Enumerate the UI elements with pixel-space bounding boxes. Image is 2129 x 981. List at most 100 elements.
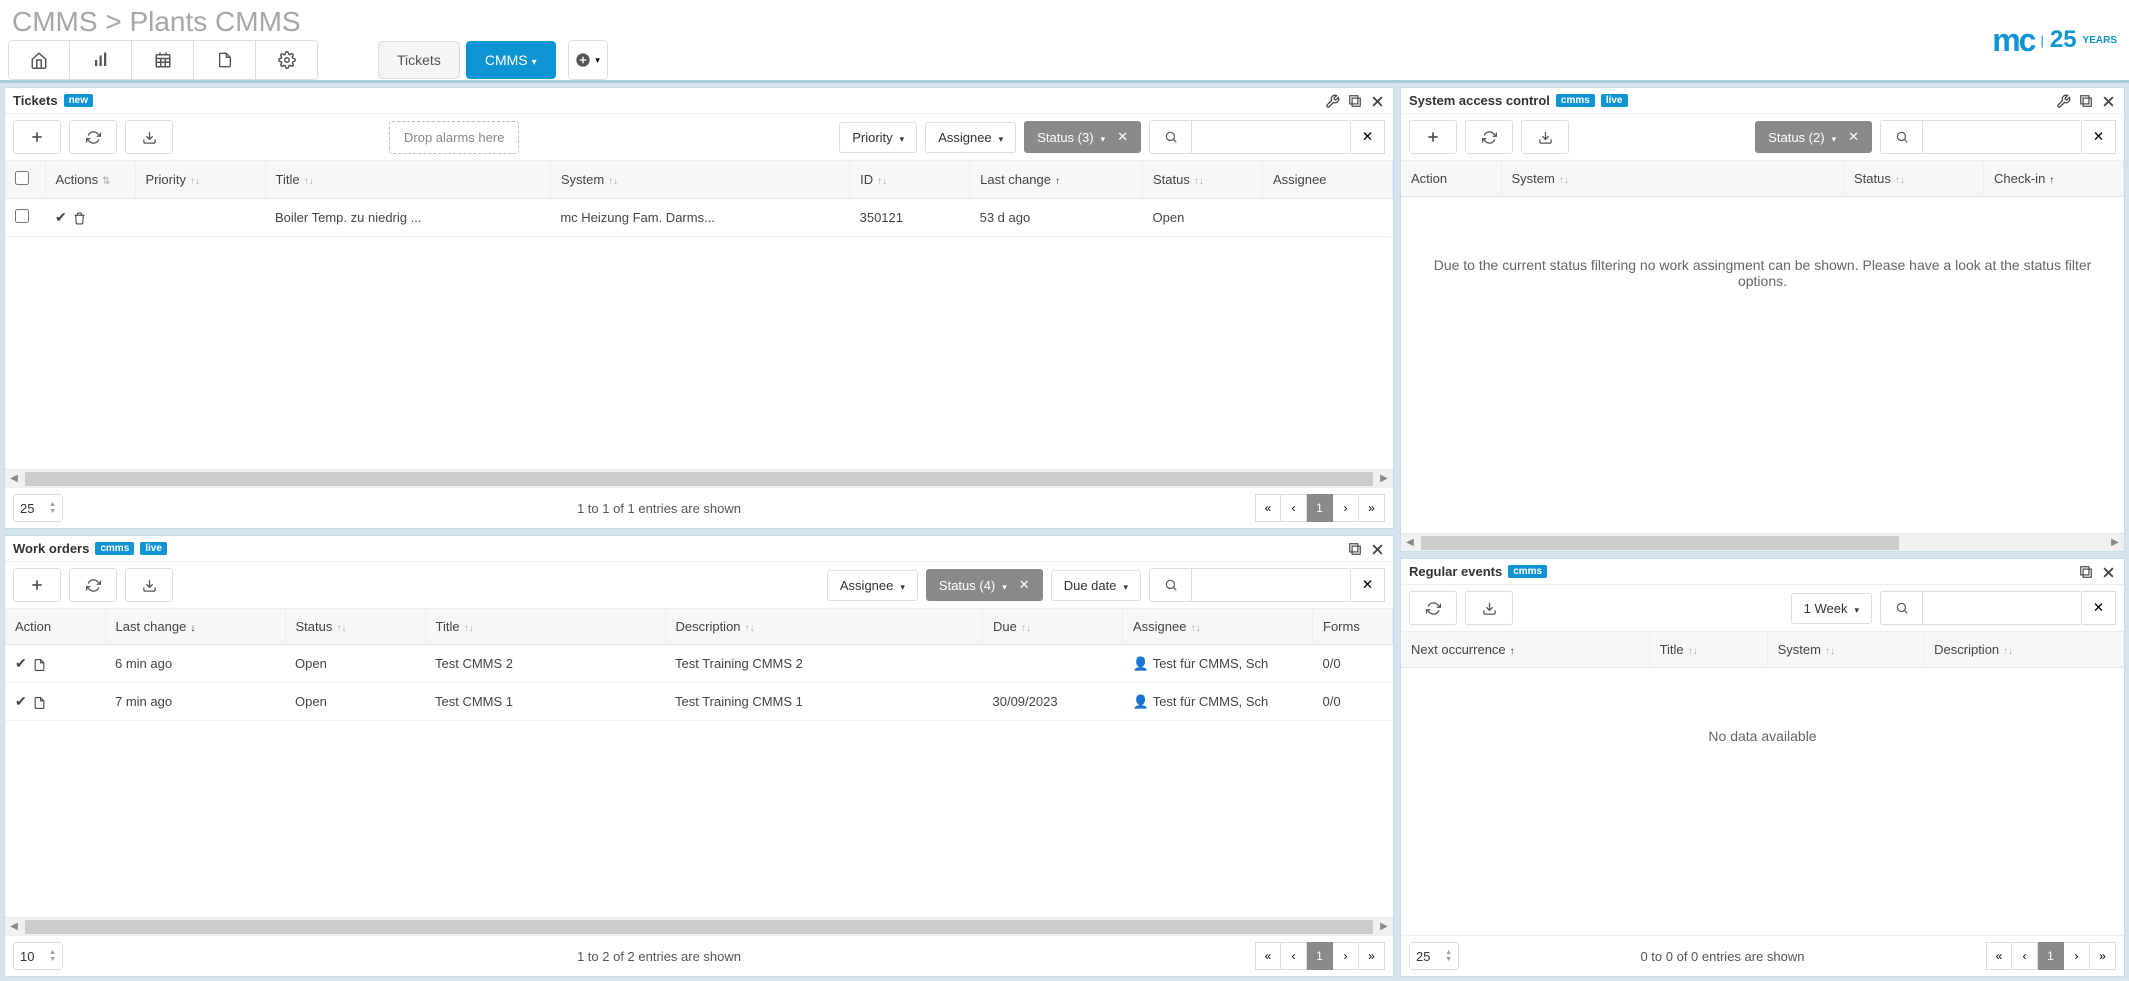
search-button[interactable] (1880, 120, 1922, 154)
col-assignee[interactable]: Assignee (1273, 172, 1326, 187)
filter-range[interactable]: 1 Week (1791, 593, 1872, 624)
col-forms[interactable]: Forms (1323, 619, 1360, 634)
filter-status[interactable]: Status (2)✕ (1755, 121, 1872, 153)
page-first[interactable]: « (1255, 494, 1281, 522)
refresh-button[interactable] (1465, 120, 1513, 154)
page-last[interactable]: » (2090, 942, 2116, 970)
document-icon[interactable] (33, 655, 46, 671)
filter-priority[interactable]: Priority (839, 122, 917, 153)
download-button[interactable] (1465, 591, 1513, 625)
col-action[interactable]: Action (15, 619, 51, 634)
add-button[interactable] (13, 120, 61, 154)
col-next[interactable]: Next occurrence (1411, 642, 1506, 657)
panel-close-button[interactable] (2101, 92, 2116, 109)
search-input[interactable] (1922, 591, 2082, 625)
panel-maximize-button[interactable] (2079, 92, 2093, 109)
refresh-button[interactable] (69, 568, 117, 602)
col-due[interactable]: Due (993, 619, 1017, 634)
col-description[interactable]: Description (1934, 642, 1999, 657)
horizontal-scrollbar[interactable]: ◀▶ (5, 917, 1393, 935)
add-button[interactable] (13, 568, 61, 602)
search-input[interactable] (1191, 120, 1351, 154)
tab-cmms[interactable]: CMMS (466, 41, 556, 79)
settings-button[interactable] (256, 40, 318, 80)
panel-config-button[interactable] (2056, 92, 2071, 109)
refresh-button[interactable] (69, 120, 117, 154)
row-checkbox[interactable] (15, 209, 29, 223)
search-button[interactable] (1880, 591, 1922, 625)
search-input[interactable] (1922, 120, 2082, 154)
table-row[interactable]: ✔ Boiler Temp. zu niedrig ... mc Heizung… (5, 199, 1393, 237)
panel-config-button[interactable] (1325, 92, 1340, 109)
filter-status-clear[interactable]: ✕ (1117, 129, 1128, 145)
check-icon[interactable]: ✔ (15, 693, 27, 710)
download-button[interactable] (1521, 120, 1569, 154)
page-1[interactable]: 1 (1307, 942, 1333, 970)
page-1[interactable]: 1 (1307, 494, 1333, 522)
page-prev[interactable]: ‹ (2012, 942, 2038, 970)
home-button[interactable] (8, 40, 70, 80)
filter-status-clear[interactable]: ✕ (1019, 577, 1030, 593)
table-row[interactable]: ✔ 7 min ago Open Test CMMS 1 Test Traini… (5, 683, 1393, 721)
col-system[interactable]: System (1778, 642, 1821, 657)
search-input[interactable] (1191, 568, 1351, 602)
search-clear-button[interactable]: ✕ (1351, 568, 1385, 602)
page-size-select[interactable]: 25▲▼ (13, 494, 63, 522)
page-first[interactable]: « (1986, 942, 2012, 970)
drop-alarms-zone[interactable]: Drop alarms here (389, 121, 519, 154)
col-action[interactable]: Action (1411, 171, 1447, 186)
page-size-select[interactable]: 10▲▼ (13, 942, 63, 970)
filter-duedate[interactable]: Due date (1051, 570, 1141, 601)
horizontal-scrollbar[interactable]: ◀▶ (5, 469, 1393, 487)
check-icon[interactable]: ✔ (55, 209, 67, 226)
col-priority[interactable]: Priority (146, 172, 186, 187)
document-icon[interactable] (33, 693, 46, 709)
add-tab-button[interactable]: ▾ (568, 40, 608, 80)
tab-tickets[interactable]: Tickets (378, 41, 460, 79)
download-button[interactable] (125, 120, 173, 154)
chart-button[interactable] (70, 40, 132, 80)
col-actions[interactable]: Actions (56, 172, 99, 187)
col-assignee[interactable]: Assignee (1133, 619, 1186, 634)
trash-icon[interactable] (73, 210, 86, 226)
panel-maximize-button[interactable] (1348, 540, 1362, 557)
search-clear-button[interactable]: ✕ (2082, 120, 2116, 154)
panel-maximize-button[interactable] (1348, 92, 1362, 109)
filter-assignee[interactable]: Assignee (925, 122, 1016, 153)
col-description[interactable]: Description (676, 619, 741, 634)
search-button[interactable] (1149, 120, 1191, 154)
page-prev[interactable]: ‹ (1281, 942, 1307, 970)
col-system[interactable]: System (561, 172, 604, 187)
col-id[interactable]: ID (860, 172, 873, 187)
horizontal-scrollbar[interactable]: ◀▶ (1401, 533, 2124, 551)
panel-close-button[interactable] (1370, 540, 1385, 557)
page-first[interactable]: « (1255, 942, 1281, 970)
col-title[interactable]: Title (276, 172, 300, 187)
search-clear-button[interactable]: ✕ (1351, 120, 1385, 154)
panel-close-button[interactable] (1370, 92, 1385, 109)
filter-status-clear[interactable]: ✕ (1848, 129, 1859, 145)
filter-status[interactable]: Status (3)✕ (1024, 121, 1141, 153)
col-status[interactable]: Status (296, 619, 333, 634)
document-button[interactable] (194, 40, 256, 80)
page-last[interactable]: » (1359, 942, 1385, 970)
add-button[interactable] (1409, 120, 1457, 154)
col-lastchange[interactable]: Last change (980, 172, 1051, 187)
page-prev[interactable]: ‹ (1281, 494, 1307, 522)
download-button[interactable] (125, 568, 173, 602)
col-checkin[interactable]: Check-in (1994, 171, 2045, 186)
search-clear-button[interactable]: ✕ (2082, 591, 2116, 625)
page-size-select[interactable]: 25▲▼ (1409, 942, 1459, 970)
search-button[interactable] (1149, 568, 1191, 602)
table-row[interactable]: ✔ 6 min ago Open Test CMMS 2 Test Traini… (5, 645, 1393, 683)
page-1[interactable]: 1 (2038, 942, 2064, 970)
calendar-button[interactable] (132, 40, 194, 80)
refresh-button[interactable] (1409, 591, 1457, 625)
select-all-checkbox[interactable] (15, 171, 29, 185)
col-title[interactable]: Title (1660, 642, 1684, 657)
panel-maximize-button[interactable] (2079, 563, 2093, 580)
page-next[interactable]: › (2064, 942, 2090, 970)
col-title[interactable]: Title (436, 619, 460, 634)
col-lastchange[interactable]: Last change (116, 619, 187, 634)
col-system[interactable]: System (1512, 171, 1555, 186)
